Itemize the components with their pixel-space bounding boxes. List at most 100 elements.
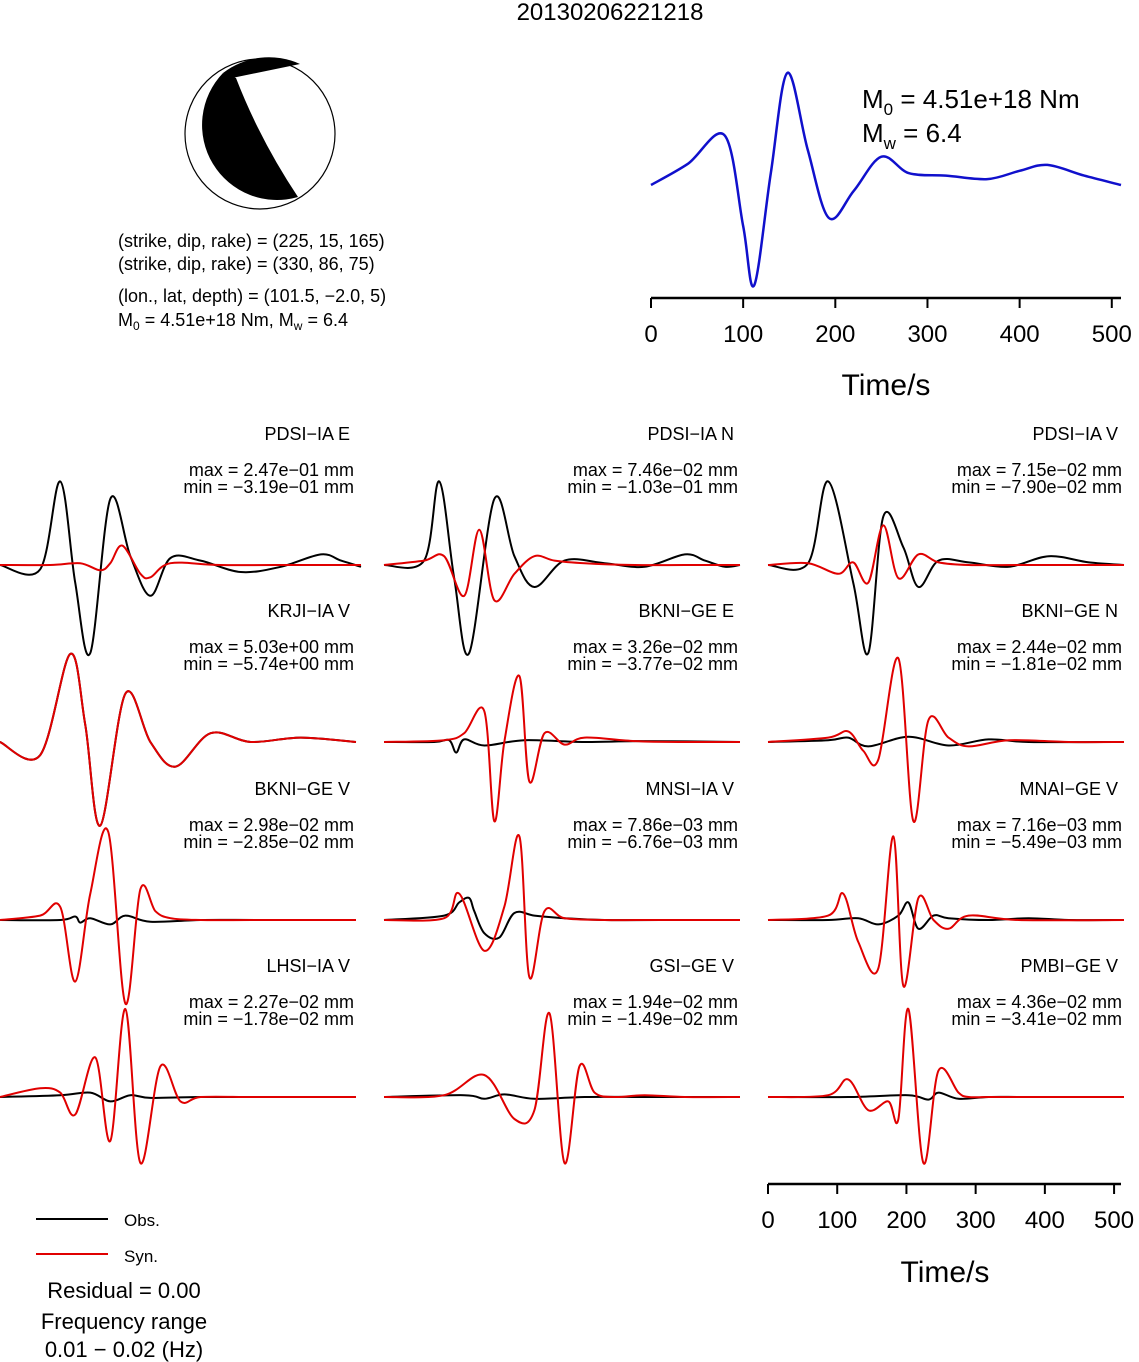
beachball-compressional-lobe <box>202 73 298 200</box>
station-label: LHSI−IA V <box>266 956 350 976</box>
min-amplitude-label: min = −2.85e−02 mm <box>183 832 354 852</box>
synthetic-waveform <box>383 528 740 603</box>
stf-tick-label: 200 <box>815 321 855 348</box>
beachball-compressional-quadrant <box>223 57 300 78</box>
hypocenter: (lon., lat, depth) = (101.5, −2.0, 5) <box>118 286 386 306</box>
legend-obs-label: Obs. <box>124 1211 160 1230</box>
station-label: KRJI−IA V <box>267 601 350 621</box>
moment-magnitude-line: M0 = 4.51e+18 Nm, Mw = 6.4 <box>118 310 348 333</box>
stf-tick-label: 400 <box>1000 321 1040 348</box>
station-label: MNSI−IA V <box>645 779 734 799</box>
synthetic-waveform <box>0 652 357 827</box>
station-label: PDSI−IA N <box>647 424 734 444</box>
mechanism-parameters: (strike, dip, rake) = (225, 15, 165) (st… <box>118 231 386 333</box>
synthetic-waveform <box>767 524 1124 585</box>
nodal-plane-2: (strike, dip, rake) = (330, 86, 75) <box>118 254 375 274</box>
observed-waveform <box>767 901 1125 930</box>
observed-waveform <box>0 480 362 657</box>
min-amplitude-label: min = −3.77e−02 mm <box>567 654 738 674</box>
synthetic-waveform <box>0 544 361 580</box>
max-amplitude-label: max = 2.44e−02 mm <box>957 637 1122 657</box>
observed-waveform <box>383 480 741 656</box>
min-amplitude-label: min = −1.78e−02 mm <box>183 1009 354 1029</box>
waveform-xlabel: Time/s <box>901 1256 990 1289</box>
max-amplitude-label: max = 7.86e−03 mm <box>573 815 738 835</box>
station-label: BKNI−GE V <box>254 779 350 799</box>
max-amplitude-label: max = 7.15e−02 mm <box>957 460 1122 480</box>
waveform-tick-label: 300 <box>956 1207 996 1234</box>
frequency-range-title: Frequency range <box>41 1309 207 1334</box>
stf-tick-label: 500 <box>1092 321 1132 348</box>
max-amplitude-label: max = 5.03e+00 mm <box>189 637 354 657</box>
station-label: BKNI−GE N <box>1021 601 1118 621</box>
synthetic-waveform <box>767 656 1125 823</box>
residual-label: Residual = 0.00 <box>47 1278 201 1303</box>
stf-curve <box>650 71 1122 288</box>
frequency-range-value: 0.01 − 0.02 (Hz) <box>45 1337 203 1362</box>
source-time-function-plot: 0 100 200 300 400 500 Time/s M0 = 4.51e+18 Nm… <box>644 71 1132 402</box>
stf-seismic-moment: M0 = 4.51e+18 Nm <box>862 84 1080 119</box>
figure-title: 20130206221218 <box>517 0 704 26</box>
waveform-time-axis: 0 100 200 300 400 500 <box>761 1182 1134 1234</box>
max-amplitude-label: max = 2.27e−02 mm <box>189 992 354 1012</box>
max-amplitude-label: max = 1.94e−02 mm <box>573 992 738 1012</box>
legend-syn-label: Syn. <box>124 1247 158 1266</box>
legend: Obs. Syn. Residual = 0.00 Frequency rang… <box>36 1211 207 1362</box>
observed-waveform <box>383 1093 740 1100</box>
max-amplitude-label: max = 2.47e−01 mm <box>189 460 354 480</box>
synthetic-waveform <box>383 674 741 823</box>
station-label: PMBI−GE V <box>1020 956 1118 976</box>
stf-xlabel: Time/s <box>842 369 931 402</box>
waveform-tick-label: 500 <box>1094 1207 1134 1234</box>
observed-waveform <box>767 480 1125 656</box>
synthetic-waveform <box>0 1007 356 1165</box>
min-amplitude-label: min = −3.41e−02 mm <box>951 1009 1122 1029</box>
min-amplitude-label: min = −1.49e−02 mm <box>567 1009 738 1029</box>
station-label: PDSI−IA E <box>264 424 350 444</box>
max-amplitude-label: max = 4.36e−02 mm <box>957 992 1122 1012</box>
synthetic-waveform <box>383 1012 741 1165</box>
synthetic-waveform <box>767 1007 1124 1165</box>
observed-waveform <box>767 735 1125 748</box>
stf-time-axis: 0 100 200 300 400 500 <box>644 296 1132 348</box>
focal-mechanism-beachball <box>184 57 336 210</box>
max-amplitude-label: max = 7.16e−03 mm <box>957 815 1122 835</box>
nodal-plane-1: (strike, dip, rake) = (225, 15, 165) <box>118 231 385 251</box>
min-amplitude-label: min = −1.81e−02 mm <box>951 654 1122 674</box>
min-amplitude-label: min = −6.76e−03 mm <box>567 832 738 852</box>
synthetic-waveform <box>383 834 740 980</box>
min-amplitude-label: min = −5.74e+00 mm <box>183 654 354 674</box>
max-amplitude-label: max = 2.98e−02 mm <box>189 815 354 835</box>
stf-tick-label: 300 <box>907 321 947 348</box>
station-label: MNAI−GE V <box>1019 779 1118 799</box>
waveform-tick-label: 400 <box>1025 1207 1065 1234</box>
synthetic-waveform <box>0 827 356 1005</box>
stf-tick-label: 100 <box>723 321 763 348</box>
min-amplitude-label: min = −7.90e−02 mm <box>951 477 1122 497</box>
synthetic-waveform <box>767 835 1125 988</box>
observed-waveform <box>0 652 357 827</box>
min-amplitude-label: min = −3.19e−01 mm <box>183 477 354 497</box>
station-label: PDSI−IA V <box>1032 424 1118 444</box>
stf-tick-label: 0 <box>644 321 657 348</box>
min-amplitude-label: min = −1.03e−01 mm <box>567 477 738 497</box>
station-label: GSI−GE V <box>649 956 734 976</box>
min-amplitude-label: min = −5.49e−03 mm <box>951 832 1122 852</box>
stf-moment-magnitude: Mw = 6.4 <box>862 118 962 153</box>
max-amplitude-label: max = 7.46e−02 mm <box>573 460 738 480</box>
waveform-tick-label: 100 <box>817 1207 857 1234</box>
